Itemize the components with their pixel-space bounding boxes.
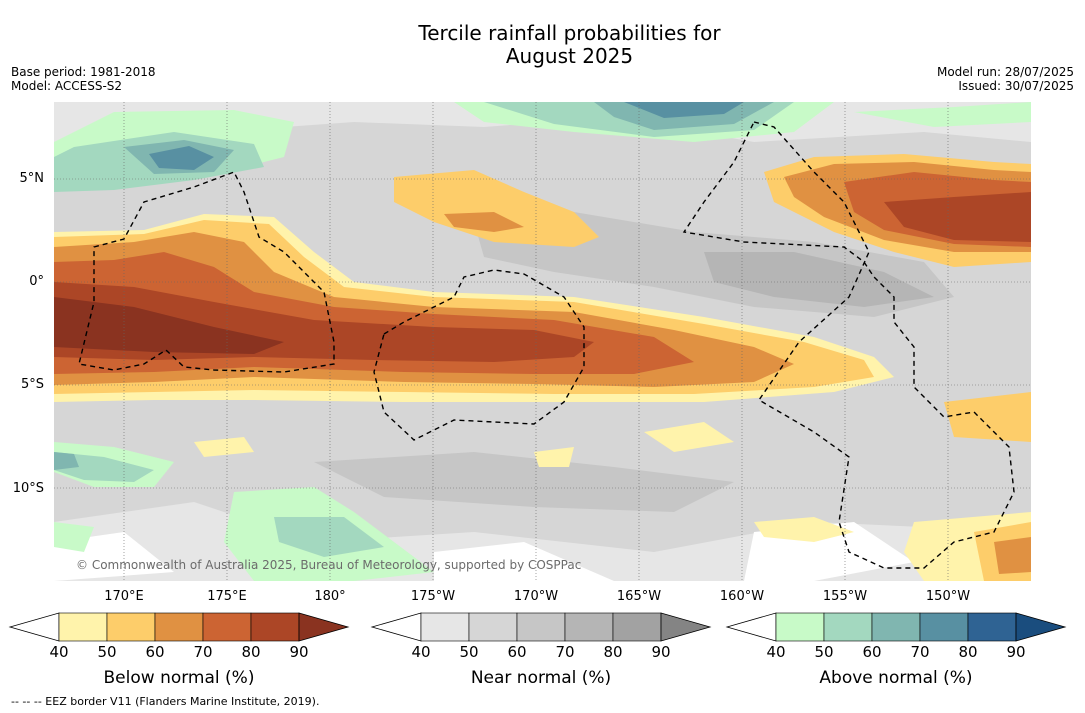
model-run: Model run: 28/07/2025	[936, 65, 1074, 79]
below-40-swatch	[58, 612, 108, 642]
near-over-triangle	[660, 612, 712, 642]
below-tick-80: 80	[241, 643, 261, 661]
near-50-swatch	[468, 612, 518, 642]
below-40-s-patch2	[644, 422, 734, 452]
below-under-triangle	[8, 612, 60, 642]
colorbar-above	[725, 612, 1067, 642]
model-name: Model: ACCESS-S2	[11, 79, 123, 93]
colorbar-near	[370, 612, 712, 642]
near-tick-60: 60	[507, 643, 527, 661]
map-title: Tercile rainfall probabilities for Augus…	[0, 22, 1085, 68]
lat-label-5n: 5°N	[19, 171, 45, 186]
below-tick-70: 70	[193, 643, 213, 661]
eez-borders	[78, 121, 1015, 569]
lon-label-170w: 170°W	[513, 589, 559, 604]
colorbar-below	[8, 612, 350, 642]
below-70-swatch	[202, 612, 252, 642]
near-60-swatch	[516, 612, 566, 642]
above-60-w	[54, 452, 79, 470]
eez-central	[373, 269, 585, 441]
above-under-triangle	[725, 612, 777, 642]
below-50-swatch	[106, 612, 156, 642]
below-over-triangle	[298, 612, 350, 642]
below-90-band	[54, 297, 284, 354]
above-tick-80: 80	[958, 643, 978, 661]
near-under-triangle	[370, 612, 422, 642]
above-tick-40: 40	[766, 643, 786, 661]
eez-west	[78, 171, 335, 373]
below-tick-90: 90	[289, 643, 309, 661]
below-tick-50: 50	[97, 643, 117, 661]
lon-label-160w: 160°W	[719, 589, 765, 604]
lon-label-165w: 165°W	[616, 589, 662, 604]
below-normal-label: Below normal (%)	[103, 668, 255, 688]
near-60-south	[314, 452, 734, 512]
above-70-nw	[149, 146, 214, 170]
above-40-sw	[54, 522, 94, 552]
below-tick-40: 40	[49, 643, 69, 661]
meta-left: Base period: 1981-2018 Model: ACCESS-S2	[11, 65, 156, 93]
above-tick-70: 70	[910, 643, 930, 661]
above-70-swatch	[919, 612, 969, 642]
title-line-2: August 2025	[505, 44, 634, 68]
map-canvas	[54, 102, 1031, 581]
lon-label-155w: 155°W	[822, 589, 868, 604]
below-60-n-central	[444, 212, 524, 232]
near-70-band	[704, 252, 934, 307]
below-40-sw-patch	[194, 437, 254, 457]
below-tick-60: 60	[145, 643, 165, 661]
eez-footnote: -- -- -- EEZ border V11 (Flanders Marine…	[11, 695, 320, 708]
near-tick-50: 50	[459, 643, 479, 661]
graticule	[54, 102, 1031, 581]
above-80-swatch	[967, 612, 1017, 642]
above-over-triangle	[1015, 612, 1067, 642]
above-50-s	[274, 517, 384, 557]
above-60-swatch	[871, 612, 921, 642]
below-60-swatch	[154, 612, 204, 642]
lon-label-175e: 175°E	[207, 589, 247, 604]
lat-label-10s: 10°S	[12, 481, 44, 496]
title-line-1: Tercile rainfall probabilities for	[418, 21, 721, 45]
issued-date: Issued: 30/07/2025	[958, 79, 1074, 93]
probability-map	[54, 102, 1031, 581]
lon-label-170e: 170°E	[104, 589, 144, 604]
below-50-n-central	[394, 170, 599, 247]
lon-label-180: 180°	[314, 589, 346, 604]
near-tick-80: 80	[603, 643, 623, 661]
colorbars	[8, 612, 1067, 642]
below-80-swatch	[250, 612, 300, 642]
above-70-n	[624, 102, 744, 118]
near-tick-40: 40	[411, 643, 431, 661]
below-60-se2	[994, 537, 1031, 574]
white-s	[434, 542, 614, 581]
meta-right: Model run: 28/07/2025 Issued: 30/07/2025	[937, 65, 1074, 93]
below-80-ne	[884, 192, 1031, 242]
above-normal-label: Above normal (%)	[819, 668, 973, 688]
copyright-notice: © Commonwealth of Australia 2025, Bureau…	[76, 558, 582, 572]
near-tick-90: 90	[651, 643, 671, 661]
near-normal-label: Near normal (%)	[470, 668, 612, 688]
above-50-w	[54, 452, 154, 482]
below-50-se	[944, 392, 1031, 442]
near-80-swatch	[612, 612, 662, 642]
near-70-swatch	[564, 612, 614, 642]
above-40-ne	[854, 102, 1031, 127]
above-tick-50: 50	[814, 643, 834, 661]
lat-label-0: 0°	[29, 274, 44, 289]
eez-east	[682, 121, 1015, 569]
below-40-se1	[754, 517, 854, 542]
above-tick-60: 60	[862, 643, 882, 661]
lat-label-5s: 5°S	[20, 377, 44, 392]
lon-label-150w: 150°W	[925, 589, 971, 604]
lon-label-175w: 175°W	[410, 589, 456, 604]
near-40-swatch	[420, 612, 470, 642]
below-40-s-patch	[534, 447, 574, 467]
near-tick-70: 70	[555, 643, 575, 661]
base-period: Base period: 1981-2018	[11, 65, 156, 79]
above-tick-90: 90	[1006, 643, 1026, 661]
above-40-swatch	[775, 612, 825, 642]
above-50-swatch	[823, 612, 873, 642]
